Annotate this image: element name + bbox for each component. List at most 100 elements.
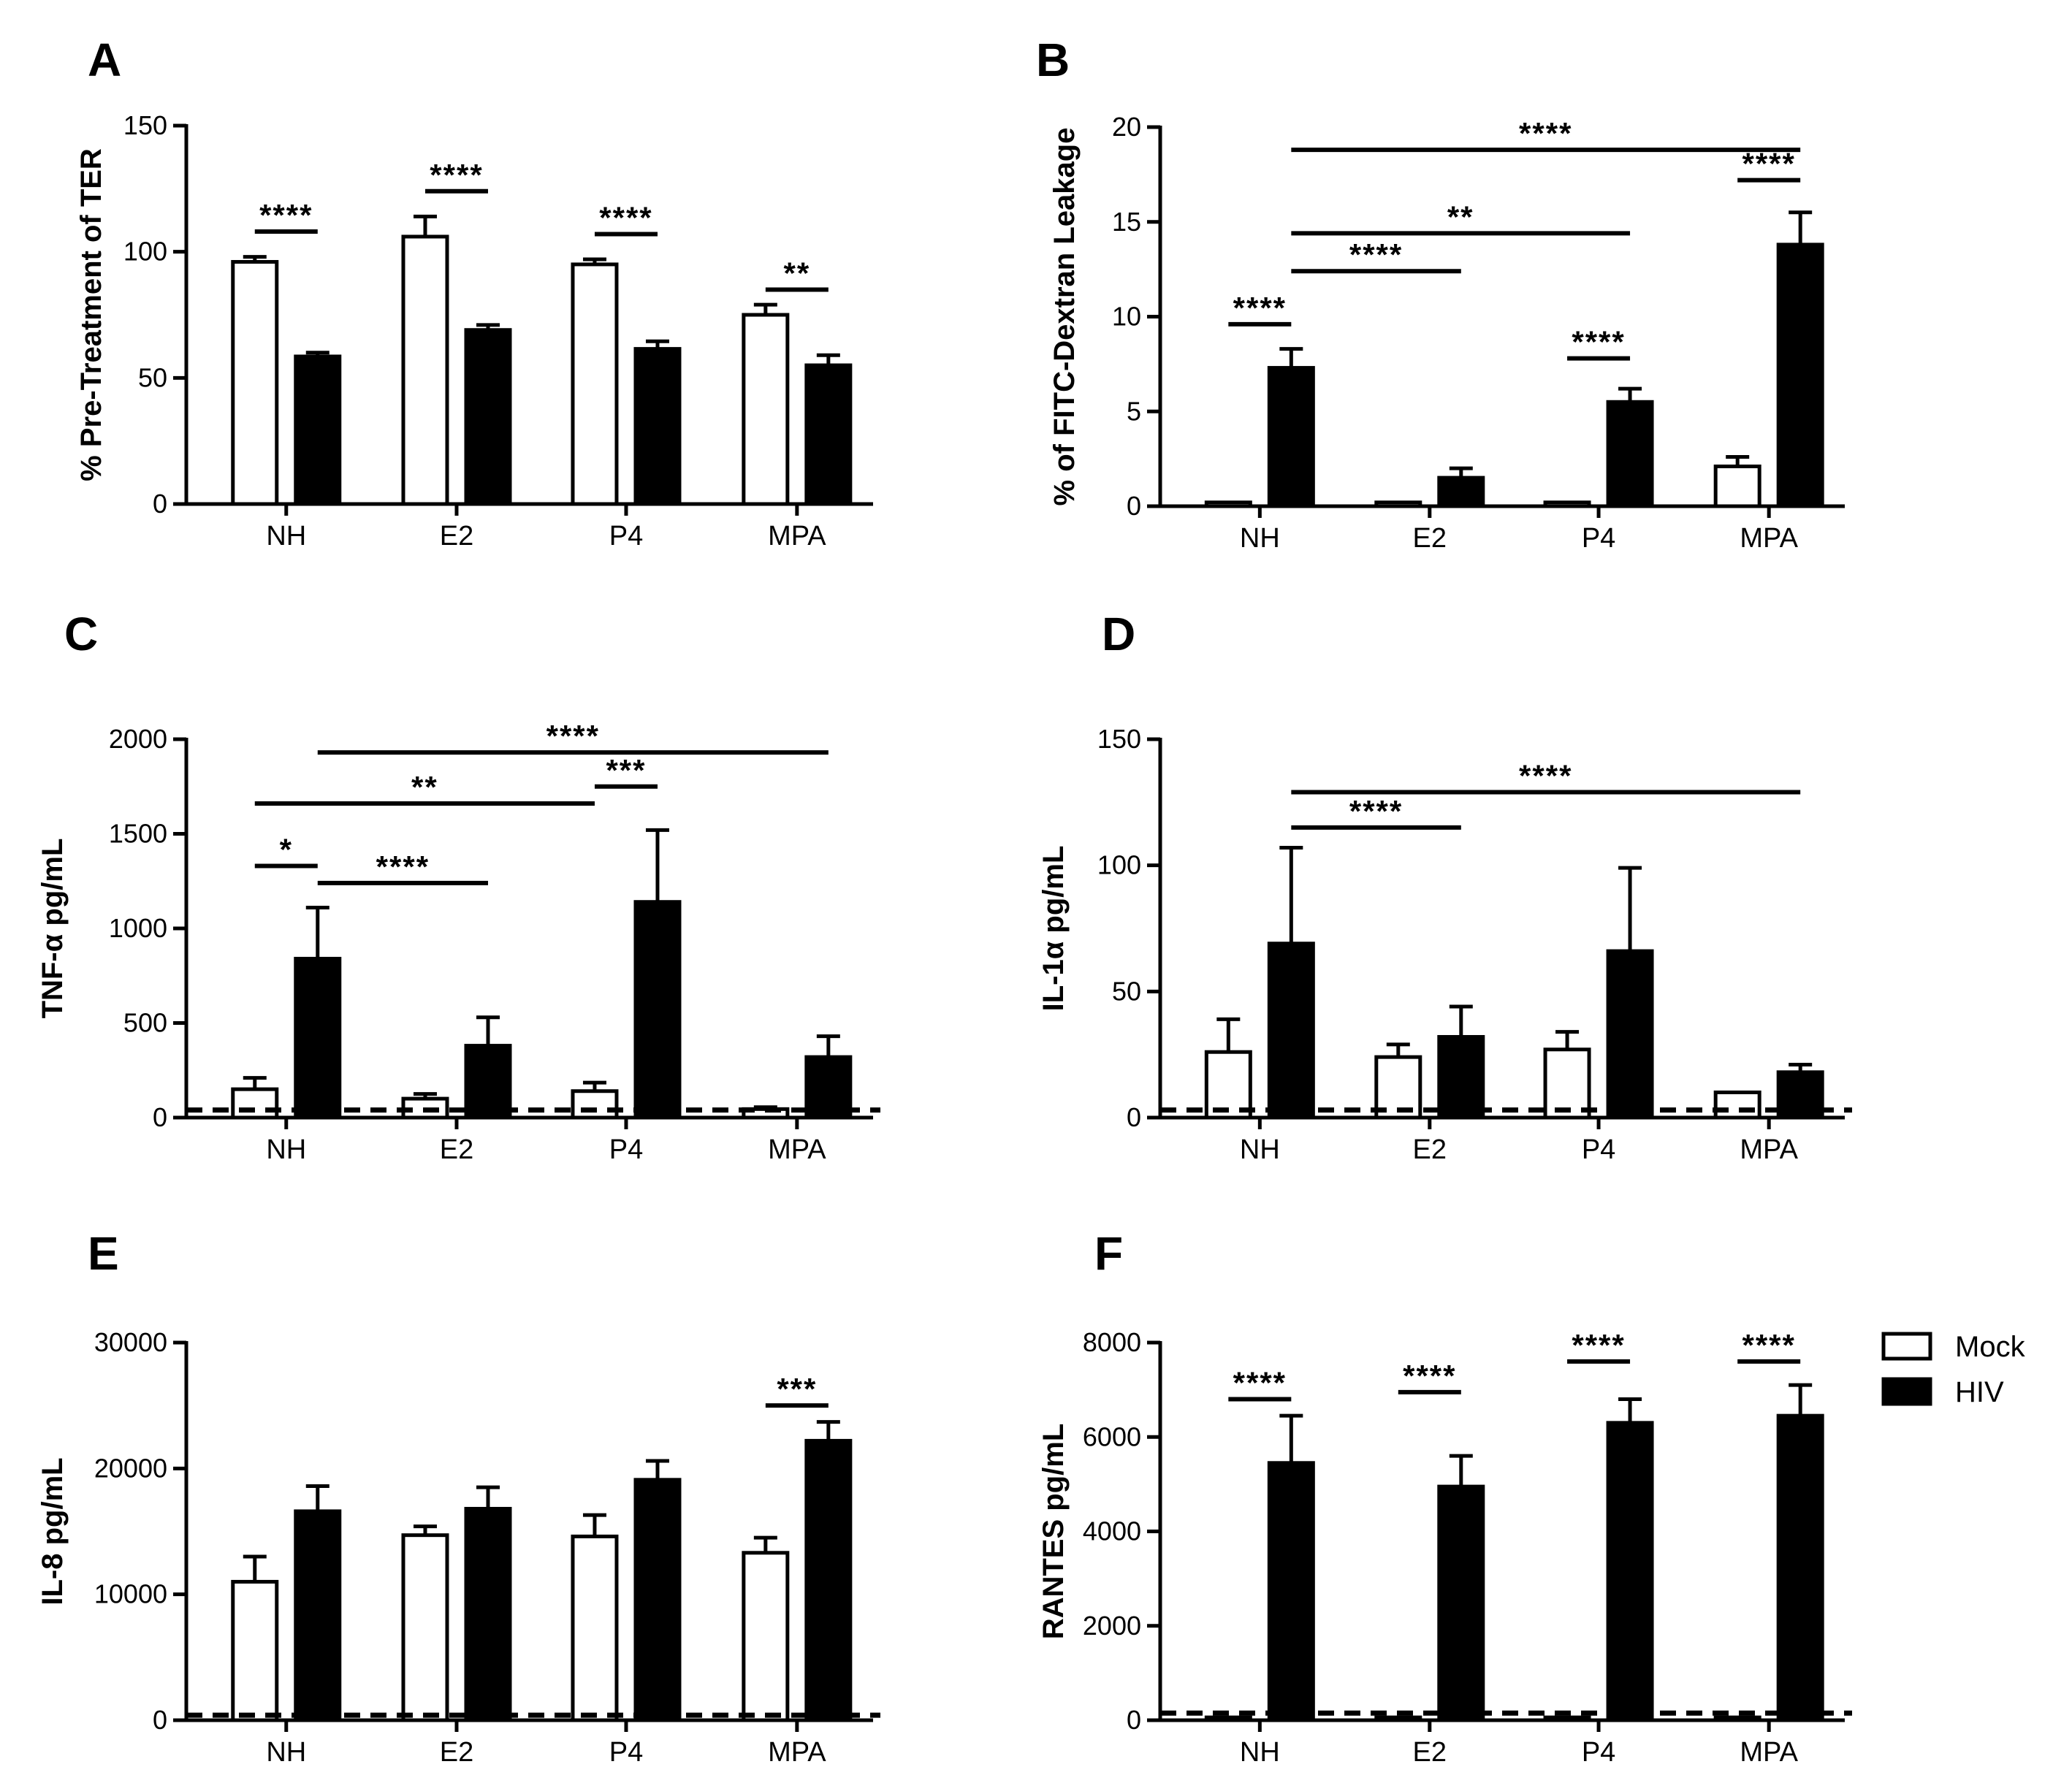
- significance-label: ****: [1403, 1359, 1456, 1393]
- significance-label: ****: [1519, 116, 1572, 150]
- y-tick-label: 0: [1127, 1705, 1141, 1735]
- significance-label: ****: [1572, 1328, 1625, 1362]
- significance-label: ****: [1349, 237, 1403, 272]
- x-tick-label: P4: [609, 1134, 643, 1165]
- x-tick-label: P4: [1582, 1737, 1615, 1768]
- y-tick-label: 0: [1127, 1102, 1141, 1132]
- y-axis-label: RANTES pg/mL: [1037, 1424, 1070, 1640]
- y-tick-label: 0: [153, 1102, 167, 1132]
- bar-mock-nh: [1204, 1050, 1252, 1120]
- legend-swatch-hiv: [1881, 1377, 1932, 1406]
- significance-label: ****: [1519, 759, 1572, 793]
- bar-hiv-nh: [1267, 1461, 1315, 1722]
- x-tick-label: E2: [1413, 1134, 1447, 1165]
- bar-hiv-mpa: [804, 363, 853, 506]
- significance-label: ****: [599, 200, 652, 234]
- significance-label: ****: [1742, 147, 1795, 181]
- panel-letter-b: B: [1036, 34, 1070, 86]
- y-tick-label: 20: [1112, 112, 1141, 142]
- bar-hiv-e2: [464, 328, 512, 506]
- panel-f: F RANTES pg/mL 0 2000 4000 6000 8000 NH E2 P4 MPA *…: [1037, 1227, 1852, 1768]
- bar-mock-nh: [1204, 500, 1252, 508]
- x-tick-label: E2: [440, 1737, 473, 1768]
- bar-hiv-nh: [294, 354, 342, 506]
- y-tick-label: 1500: [109, 819, 167, 849]
- y-tick-label: 100: [123, 237, 167, 267]
- bar-mock-nh: [231, 259, 279, 506]
- y-tick-label: 150: [123, 110, 167, 140]
- bar-hiv-e2: [1437, 1484, 1485, 1722]
- bar-mock-e2: [401, 234, 449, 506]
- significance-label: **: [783, 256, 810, 290]
- x-tick-label: NH: [1240, 1134, 1280, 1165]
- panel-d: D IL-1α pg/mL 0 50 100 150 NH E2 P4 MPA **** ****: [1037, 608, 1852, 1165]
- bar-mock-mpa: [1713, 1090, 1761, 1120]
- y-tick-label: 1000: [109, 913, 167, 943]
- y-tick-label: 6000: [1083, 1421, 1141, 1451]
- y-tick-label: 150: [1097, 724, 1141, 754]
- bar-hiv-nh: [294, 956, 342, 1120]
- bar-mock-mpa: [742, 1551, 790, 1722]
- significance-label: **: [1447, 199, 1474, 234]
- x-tick-label: MPA: [1740, 523, 1798, 554]
- significance-label: ****: [1349, 794, 1403, 828]
- y-tick-label: 2000: [109, 724, 167, 754]
- y-tick-label: 50: [1112, 976, 1141, 1006]
- panel-b: B % of FITC-Dextran Leakage 0 5 10 15 20 NH E2 P4…: [1036, 34, 1845, 554]
- bar-hiv-e2: [1437, 1034, 1485, 1120]
- bar-mock-e2: [1374, 500, 1422, 508]
- y-tick-label: 2000: [1083, 1611, 1141, 1641]
- panel-letter-f: F: [1094, 1227, 1123, 1280]
- x-tick-label: NH: [266, 521, 306, 551]
- y-tick-label: 0: [153, 489, 167, 519]
- bar-hiv-mpa: [1776, 243, 1824, 508]
- bar-hiv-p4: [633, 1478, 682, 1722]
- legend: Mock HIV: [1881, 1331, 2026, 1408]
- x-tick-label: P4: [609, 1737, 643, 1768]
- bar-hiv-e2: [464, 1506, 512, 1722]
- bar-hiv-p4: [1606, 400, 1654, 508]
- x-tick-label: E2: [440, 521, 473, 551]
- y-tick-label: 0: [1127, 491, 1141, 521]
- panel-e: E IL-8 pg/mL 0 10000 20000 30000 NH E2 P4 MPA ***: [37, 1227, 880, 1768]
- y-tick-label: 15: [1112, 207, 1141, 237]
- y-tick-label: 0: [153, 1705, 167, 1735]
- bar-mock-nh: [231, 1087, 279, 1120]
- x-tick-label: NH: [266, 1134, 306, 1165]
- y-axis-label: % Pre-Treatment of TER: [75, 148, 107, 481]
- y-tick-label: 5: [1127, 396, 1141, 426]
- panel-letter-c: C: [64, 608, 98, 660]
- bar-hiv-nh: [1267, 366, 1315, 508]
- legend-label-hiv: HIV: [1955, 1376, 2004, 1408]
- bar-mock-p4: [571, 1089, 619, 1120]
- panel-a: A % Pre-Treatment of TER 0 50 100 150 NH E2 P4 MP…: [75, 34, 873, 551]
- y-tick-label: 10000: [94, 1579, 167, 1609]
- bar-hiv-mpa: [804, 1438, 853, 1722]
- significance-label: ****: [546, 719, 600, 753]
- x-tick-label: E2: [1413, 1737, 1447, 1768]
- bar-hiv-e2: [464, 1044, 512, 1120]
- significance-label: ****: [1742, 1328, 1795, 1362]
- bar-hiv-e2: [1437, 476, 1485, 508]
- y-tick-label: 10: [1112, 302, 1141, 332]
- bar-mock-mpa: [742, 313, 790, 506]
- y-axis-label: TNF-α pg/mL: [37, 839, 69, 1019]
- bar-mock-mpa: [1713, 1715, 1761, 1722]
- x-tick-label: E2: [1413, 523, 1447, 554]
- significance-label: **: [411, 770, 438, 804]
- bar-hiv-p4: [1606, 949, 1654, 1120]
- legend-swatch-mock: [1881, 1332, 1932, 1361]
- bar-mock-p4: [1543, 500, 1591, 508]
- bar-mock-nh: [231, 1579, 279, 1722]
- x-tick-label: NH: [266, 1737, 306, 1768]
- significance-label: ***: [777, 1372, 817, 1406]
- x-tick-label: MPA: [1740, 1737, 1798, 1768]
- bar-mock-nh: [1204, 1715, 1252, 1722]
- x-tick-label: MPA: [1740, 1134, 1798, 1165]
- significance-label: *: [280, 833, 293, 867]
- significance-label: ****: [259, 198, 313, 232]
- bar-mock-e2: [401, 1533, 449, 1722]
- panel-letter-a: A: [88, 34, 121, 86]
